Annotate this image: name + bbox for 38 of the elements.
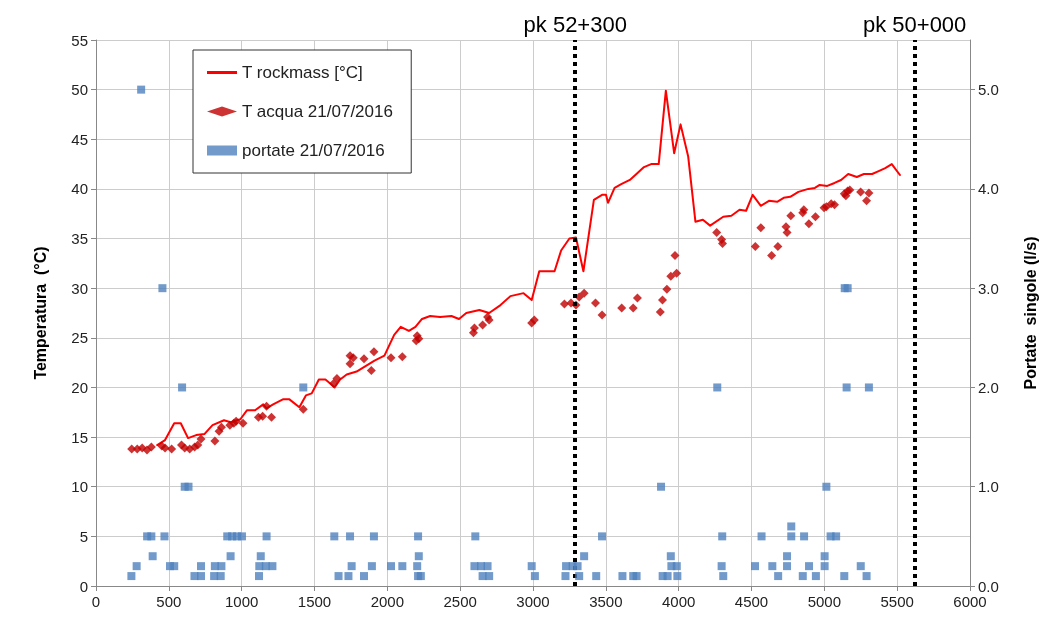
x-tick-label: 0 [91,593,101,610]
y2-tick-label: 4.0 [978,180,999,198]
y2-tick-label: 2.0 [978,378,999,396]
y-tick-label: 35 [71,230,88,248]
legend-label: T acqua 21/07/2016 [242,102,393,121]
y-tick-label: 10 [71,478,88,496]
x-tick-label: 3000 [516,593,550,610]
x-tick-label: 2000 [370,593,405,610]
x-tick-label: 4000 [661,593,696,610]
y-tick-label: 25 [71,329,88,347]
legend-label: portate 21/07/2016 [242,141,385,160]
x-tick-label: 4500 [734,593,769,610]
ref-line-label: pk 50+000 [862,11,967,37]
x-tick-label: 1500 [297,593,332,610]
y-tick-label: 5 [79,527,88,545]
y2-axis-title: Portate singole (l/s) [1021,236,1039,390]
x-tick-label: 5500 [880,593,914,610]
legend-label: T rockmass [°C] [242,63,363,82]
y2-tick-label: 1.0 [978,478,999,496]
y-tick-label: 45 [71,130,88,148]
y2-tick-label: 0.0 [978,577,999,595]
y-axis-title: Temperatura (°C) [31,246,49,380]
y-tick-label: 30 [71,279,88,297]
x-tick-label: 6000 [953,593,987,610]
y-tick-label: 40 [71,180,88,198]
y-tick-label: 55 [71,31,88,49]
x-tick-label: 1000 [224,593,259,610]
x-tick-label: 500 [156,593,182,610]
y-tick-label: 15 [71,428,88,446]
y-tick-label: 0 [79,577,88,595]
y-tick-label: 50 [71,81,88,99]
y2-tick-label: 3.0 [978,279,999,297]
ref-line-label: pk 52+300 [523,11,627,37]
y2-tick-label: 5.0 [978,81,999,99]
x-tick-label: 5000 [807,593,842,610]
y-tick-label: 20 [71,378,88,396]
x-tick-label: 2500 [443,593,477,610]
x-tick-label: 3500 [589,593,623,610]
